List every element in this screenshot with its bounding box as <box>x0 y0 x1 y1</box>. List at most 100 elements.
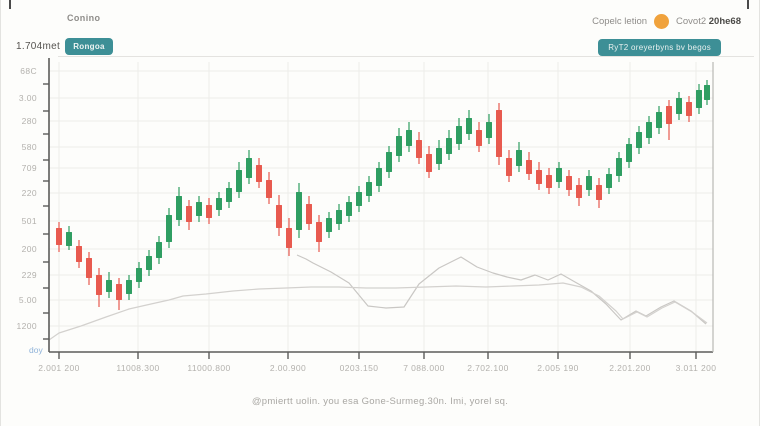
candle-body <box>506 158 512 176</box>
indicator-smooth <box>48 282 708 341</box>
y-tick-label: 5.00 <box>19 295 37 305</box>
candle-body <box>146 256 152 270</box>
x-tick-label: 3.011 200 <box>676 363 717 373</box>
candle-body <box>396 136 402 156</box>
legend-value-bold: 20he68 <box>708 16 741 27</box>
candle-body <box>136 268 142 282</box>
x-tick-label: 7 088.000 <box>403 363 444 373</box>
candle-body <box>526 160 532 174</box>
x-tick-label: 2.702.100 <box>467 363 508 373</box>
range-badge-button[interactable]: Rongoa <box>65 38 113 55</box>
candle-body <box>196 202 202 216</box>
candle-body <box>116 284 122 300</box>
x-tick-label: 11000.800 <box>187 363 230 373</box>
candle-body <box>156 242 162 258</box>
candle-body <box>576 185 582 198</box>
candle-body <box>326 218 332 232</box>
y-tick-label: 3.00 <box>19 93 37 103</box>
chart-action-button[interactable]: RyT2 oreyerbyns bv begos <box>598 39 721 56</box>
legend-series-dot <box>654 14 670 29</box>
y-tick-label: 580 <box>22 142 37 152</box>
candle-body <box>76 246 82 262</box>
legend-value-prefix: Covot2 <box>676 16 709 27</box>
candle-body <box>436 148 442 164</box>
candle-body <box>346 202 352 216</box>
legend-label: Copelc letion <box>592 16 648 27</box>
candle-body <box>536 170 542 184</box>
y-tick-label: 220 <box>22 188 37 198</box>
candle-body <box>676 98 682 114</box>
candle-body <box>416 140 422 158</box>
candle-body <box>546 175 552 188</box>
candle-body <box>296 192 302 230</box>
candle-body <box>686 102 692 116</box>
candle-body <box>336 210 342 224</box>
candle-body <box>356 192 362 206</box>
candle-body <box>666 106 672 124</box>
candle-body <box>566 176 572 190</box>
candle-body <box>446 138 452 154</box>
candle-body <box>66 232 72 246</box>
candle-body <box>496 110 502 157</box>
candle-body <box>636 132 642 148</box>
candle-body <box>286 228 292 248</box>
x-tick-label: 2.201.200 <box>609 363 650 373</box>
x-tick-label: 2.001 200 <box>38 363 79 373</box>
candle-body <box>704 85 710 100</box>
header-price-value: 1.704met <box>16 41 61 52</box>
candle-body <box>126 280 132 294</box>
candle-body <box>616 158 622 176</box>
y-tick-label: 68C <box>20 66 37 76</box>
candle-body <box>266 180 272 198</box>
legend-series-value: Covot2 20he68 <box>676 16 741 27</box>
y-axis-blue-label: doy <box>29 345 43 355</box>
candle-body <box>186 206 192 222</box>
candle-body <box>406 130 412 146</box>
y-tick-label: 280 <box>22 116 37 126</box>
x-tick-label: 11008.300 <box>116 363 159 373</box>
candle-body <box>306 204 312 224</box>
candle-body <box>606 174 612 188</box>
candle-body <box>86 258 92 278</box>
indicator-wavy <box>296 254 707 325</box>
x-tick-label: 2.00.900 <box>270 363 306 373</box>
candle-body <box>596 185 602 200</box>
crop-mark-right <box>747 0 749 9</box>
candle-body <box>216 198 222 210</box>
candle-body <box>456 126 462 144</box>
candle-body <box>56 228 62 245</box>
candle-body <box>386 152 392 172</box>
chart-title: Conino <box>67 13 101 23</box>
candle-body <box>586 176 592 190</box>
candle-body <box>166 215 172 242</box>
candle-body <box>226 188 232 202</box>
candle-body <box>246 158 252 178</box>
y-tick-label: 200 <box>22 244 37 254</box>
candle-body <box>486 122 492 138</box>
candle-body <box>106 280 112 292</box>
candle-body <box>556 168 562 182</box>
y-tick-label: 501 <box>22 216 37 226</box>
y-tick-label: 709 <box>22 163 37 173</box>
candle-body <box>626 144 632 162</box>
candle-body <box>96 275 102 295</box>
footer-caption: @pmiertt uolin. you esa Gone-Surmeg.30n.… <box>251 396 509 407</box>
candle-body <box>206 205 212 218</box>
candle-body <box>366 182 372 196</box>
candle-body <box>646 122 652 138</box>
x-tick-label: 0203.150 <box>340 363 379 373</box>
candle-body <box>656 112 662 128</box>
candle-body <box>176 196 182 220</box>
candle-body <box>256 165 262 182</box>
x-tick-label: 2.005 190 <box>537 363 578 373</box>
y-tick-label: 229 <box>22 270 37 280</box>
candle-body <box>236 170 242 192</box>
crop-mark-left <box>9 0 11 9</box>
candle-body <box>476 130 482 146</box>
y-tick-label: 1200 <box>16 321 37 331</box>
candle-body <box>466 118 472 134</box>
candle-body <box>426 154 432 172</box>
legend: Copelc letion Covot2 20he68 <box>592 14 741 29</box>
